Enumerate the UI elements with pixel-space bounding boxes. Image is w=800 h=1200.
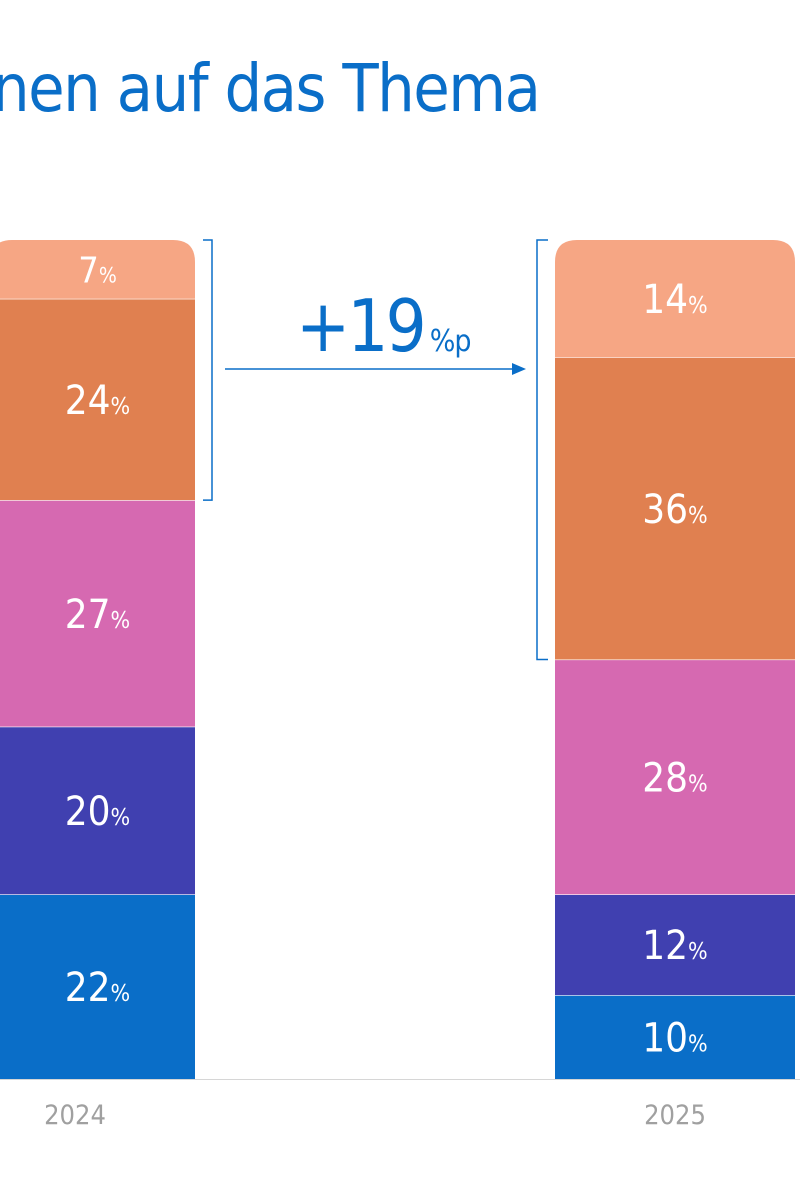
- data-label-2025-1: 10%: [642, 1015, 707, 1061]
- bar-segment-2025-5: [555, 240, 795, 358]
- data-label-2024-3: 27%: [65, 592, 130, 638]
- bracket-2025: [536, 239, 548, 661]
- data-label-2025-4: 36%: [642, 487, 707, 533]
- bar-segment-2025-4: [555, 357, 795, 660]
- data-label-2024-1: 22%: [65, 965, 130, 1011]
- change-arrow-head: [512, 363, 526, 375]
- bar-segment-2025-1: [555, 995, 795, 1079]
- data-label-2025-2: 12%: [642, 923, 707, 969]
- bar-segment-2024-4: [0, 298, 195, 501]
- bar-segment-2024-1: [0, 894, 195, 1079]
- data-label-2024-5: 7%: [78, 250, 117, 291]
- bar-segment-2024-3: [0, 500, 195, 727]
- x-tick-label-2025: 2025: [644, 1100, 706, 1131]
- change-annotation: +19 %p: [296, 284, 470, 368]
- data-label-2024-4: 24%: [65, 378, 130, 424]
- bar-segment-2025-3: [555, 659, 795, 895]
- chart-title: nen auf das Thema: [0, 50, 541, 127]
- data-label-2025-5: 14%: [642, 277, 707, 323]
- bar-segment-2025-2: [555, 894, 795, 996]
- x-tick-label-2024: 2024: [44, 1100, 106, 1131]
- bracket-2024: [203, 239, 213, 501]
- bar-segment-2024-5: [0, 240, 195, 299]
- bar-segment-2024-2: [0, 726, 195, 895]
- data-label-2025-3: 28%: [642, 755, 707, 801]
- data-label-2024-2: 20%: [65, 789, 130, 835]
